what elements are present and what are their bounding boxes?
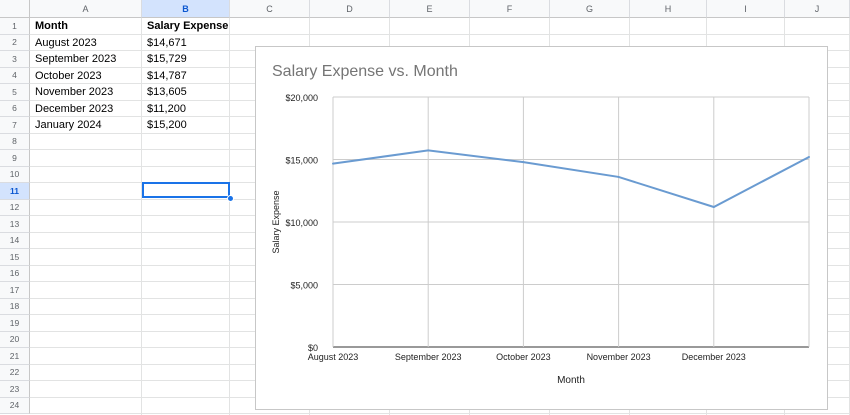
row-header-23[interactable]: 23	[0, 381, 30, 398]
row-header-19[interactable]: 19	[0, 315, 30, 332]
x-tick-label: September 2023	[395, 352, 462, 362]
column-header-A[interactable]: A	[30, 0, 142, 18]
x-tick-label: December 2023	[682, 352, 746, 362]
cell-salary[interactable]: $15,200	[147, 119, 187, 131]
line-chart[interactable]: Salary Expense vs. Month $0 $5,000 $10,000…	[255, 46, 828, 410]
data-point-january-2024	[808, 156, 810, 158]
chart-title: Salary Expense vs. Month	[272, 63, 458, 80]
y-tick-label: $15,000	[285, 156, 318, 166]
row-header-5[interactable]: 5	[0, 84, 30, 101]
row-header-17[interactable]: 17	[0, 282, 30, 299]
cell-salary[interactable]: $14,787	[147, 69, 187, 82]
cell-month[interactable]: September 2023	[35, 53, 117, 65]
series-line-salary-expense	[332, 149, 810, 209]
data-point-september-2023	[427, 149, 430, 152]
x-tick-label: November 2023	[587, 352, 651, 362]
cell-month[interactable]: January 2024	[35, 119, 102, 131]
y-tick-label: $10,000	[285, 218, 318, 228]
active-cell-selection[interactable]	[142, 182, 230, 198]
row-header-11[interactable]: 11	[0, 183, 30, 200]
x-tick-label: October 2023	[496, 352, 551, 362]
cell-month[interactable]: December 2023	[35, 102, 114, 115]
data-point-november-2023	[617, 175, 620, 178]
column-header-B[interactable]: B	[142, 0, 230, 18]
cell-month[interactable]: November 2023	[35, 86, 114, 98]
column-divider	[229, 18, 230, 415]
y-tick-label: $5,000	[290, 281, 318, 291]
column-header-H[interactable]: H	[630, 0, 707, 18]
row-divider	[30, 413, 850, 414]
row-header-13[interactable]: 13	[0, 216, 30, 233]
row-header-1[interactable]: 1	[0, 18, 30, 35]
column-header-G[interactable]: G	[550, 0, 630, 18]
cell-header-month[interactable]: Month	[35, 20, 68, 32]
cell-salary[interactable]: $13,605	[147, 86, 187, 98]
y-axis-title: Salary Expense	[271, 190, 281, 253]
row-header-10[interactable]: 10	[0, 166, 30, 183]
column-header-D[interactable]: D	[310, 0, 390, 18]
column-header-E[interactable]: E	[390, 0, 470, 18]
column-header-F[interactable]: F	[470, 0, 550, 18]
row-header-15[interactable]: 15	[0, 249, 30, 266]
select-all-corner[interactable]	[0, 0, 30, 18]
cell-month[interactable]: August 2023	[35, 36, 97, 49]
y-tick-label: $0	[308, 343, 318, 353]
row-header-6[interactable]: 6	[0, 100, 30, 117]
cell-header-salary[interactable]: Salary Expense	[147, 20, 229, 32]
chart-plot: $0 $5,000 $10,000 $15,000 $20,000 August 2023…	[271, 93, 810, 386]
cell-salary[interactable]: $11,200	[147, 102, 186, 115]
row-header-3[interactable]: 3	[0, 51, 30, 68]
cell-salary[interactable]: $15,729	[147, 53, 187, 65]
column-divider	[141, 18, 142, 415]
row-header-4[interactable]: 4	[0, 67, 30, 84]
data-point-october-2023	[522, 161, 525, 164]
y-tick-label: $20,000	[285, 93, 318, 103]
row-header-18[interactable]: 18	[0, 298, 30, 315]
data-point-december-2023	[712, 206, 715, 208]
row-header-22[interactable]: 22	[0, 364, 30, 381]
row-header-2[interactable]: 2	[0, 34, 30, 51]
row-header-16[interactable]: 16	[0, 265, 30, 282]
row-header-20[interactable]: 20	[0, 331, 30, 348]
row-header-12[interactable]: 12	[0, 199, 30, 216]
fill-handle[interactable]	[227, 195, 234, 202]
cell-salary[interactable]: $14,671	[147, 36, 187, 49]
row-header-24[interactable]: 24	[0, 397, 30, 414]
cell-month[interactable]: October 2023	[35, 69, 102, 82]
x-axis-title: Month	[557, 375, 585, 386]
column-header-I[interactable]: I	[707, 0, 785, 18]
row-header-8[interactable]: 8	[0, 133, 30, 150]
column-header-J[interactable]: J	[785, 0, 850, 18]
row-header-21[interactable]: 21	[0, 348, 30, 365]
row-header-14[interactable]: 14	[0, 232, 30, 249]
data-point-august-2023	[332, 162, 334, 165]
x-tick-label: August 2023	[308, 352, 359, 362]
row-divider	[30, 33, 850, 35]
row-header-7[interactable]: 7	[0, 117, 30, 134]
row-header-9[interactable]: 9	[0, 150, 30, 167]
column-header-C[interactable]: C	[230, 0, 310, 18]
